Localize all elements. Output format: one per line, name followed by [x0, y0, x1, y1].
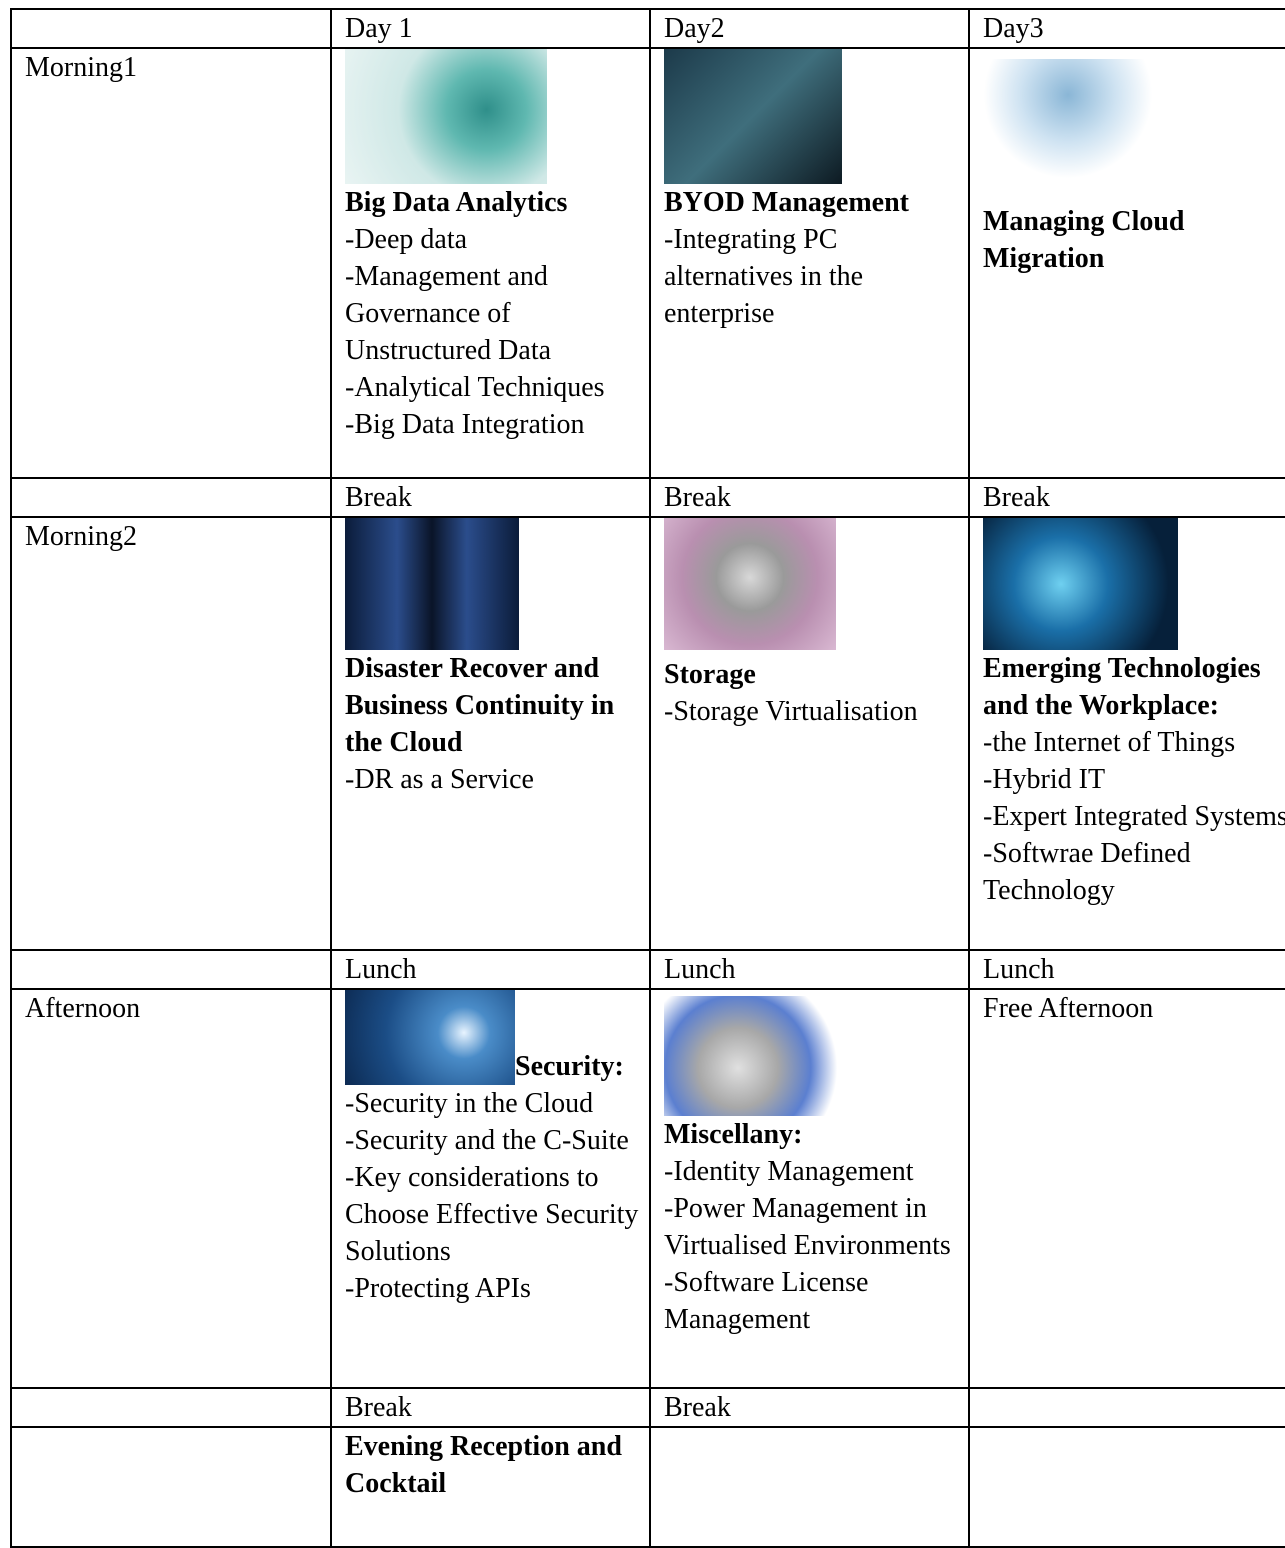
item: -Management and Governance of Unstructur… [345, 261, 552, 366]
item: -Hybrid IT [983, 764, 1106, 795]
item: -Deep data [345, 224, 468, 255]
cell: BYOD Management -Integrating PC alternat… [649, 47, 970, 479]
item: -Security and the C-Suite [345, 1125, 629, 1156]
cell: Break [330, 477, 651, 518]
day-header: Day3 [968, 8, 1285, 49]
row: Afternoon Security: -Security in the Clo… [10, 988, 1285, 1389]
page: Day 1 Day2 Day3 Morning1 Big Data Analyt… [10, 8, 1285, 1548]
item: -Softwrae Defined Technology [983, 838, 1191, 906]
item: -Analytical Techniques [345, 372, 605, 403]
empty-cell [968, 1426, 1285, 1548]
row: Evening Reception and Cocktail [10, 1426, 1285, 1548]
cell: Miscellany: -Identity Management -Power … [649, 988, 970, 1389]
row: Lunch Lunch Lunch [10, 949, 1285, 990]
cell: Lunch [649, 949, 970, 990]
session-title: Managing Cloud Migration [983, 206, 1185, 274]
row-label: Afternoon [10, 988, 332, 1389]
cell: Storage -Storage Virtualisation [649, 516, 970, 951]
empty-cell [968, 1387, 1285, 1428]
item: -Security in the Cloud [345, 1088, 594, 1119]
row: Morning1 Big Data Analytics -Deep data -… [10, 47, 1285, 479]
row: Break Break Break [10, 477, 1285, 518]
row: Morning2 Disaster Recover and Business C… [10, 516, 1285, 951]
empty-cell [10, 949, 332, 990]
item: -Software License Management [664, 1267, 869, 1335]
item: -Expert Integrated Systems [983, 801, 1285, 832]
session-title: Evening Reception and Cocktail [330, 1426, 651, 1548]
item: -Key considerations to Choose Effective … [345, 1162, 639, 1267]
session-title: Big Data Analytics [345, 187, 568, 218]
item: -Integrating PC alternatives in the ente… [664, 224, 864, 329]
schedule-table: Day 1 Day2 Day3 Morning1 Big Data Analyt… [10, 8, 1285, 1548]
item: -Storage Virtualisation [664, 696, 918, 727]
empty-cell [10, 1426, 332, 1548]
item: -Big Data Integration [345, 409, 585, 440]
image [345, 991, 515, 1085]
day-header: Day2 [649, 8, 970, 49]
session-title: Miscellany: [664, 1119, 803, 1150]
image [664, 519, 836, 650]
image [664, 50, 842, 184]
cell: Security: -Security in the Cloud -Securi… [330, 988, 651, 1389]
row: Break Break [10, 1387, 1285, 1428]
image [345, 50, 547, 184]
item: -Identity Management [664, 1156, 914, 1187]
item: -Protecting APIs [345, 1273, 531, 1304]
cell: Break [968, 477, 1285, 518]
cell: Break [649, 1387, 970, 1428]
cell: Emerging Technologies and the Workplace:… [968, 516, 1285, 951]
session-title: Security: [515, 1051, 624, 1082]
session-title: Disaster Recover and Business Continuity… [345, 653, 615, 758]
day-header: Day 1 [330, 8, 651, 49]
image [664, 996, 849, 1116]
empty-cell [649, 1426, 970, 1548]
cell: Big Data Analytics -Deep data -Managemen… [330, 47, 651, 479]
corner-cell [10, 8, 332, 49]
cell: Lunch [968, 949, 1285, 990]
session-title: Storage [664, 659, 756, 690]
cell: Break [330, 1387, 651, 1428]
image [345, 519, 519, 650]
image [983, 519, 1178, 650]
row-label: Morning2 [10, 516, 332, 951]
header-row: Day 1 Day2 Day3 [10, 8, 1285, 49]
cell: Break [649, 477, 970, 518]
empty-cell [10, 1387, 332, 1428]
row-label: Morning1 [10, 47, 332, 479]
empty-cell [10, 477, 332, 518]
cell: Managing Cloud Migration [968, 47, 1285, 479]
cell: Lunch [330, 949, 651, 990]
cell: Free Afternoon [968, 988, 1285, 1389]
item: -Power Management in Virtualised Environ… [664, 1193, 951, 1261]
cell: Disaster Recover and Business Continuity… [330, 516, 651, 951]
item: -the Internet of Things [983, 727, 1236, 758]
image [983, 59, 1153, 179]
session-title: BYOD Management [664, 187, 909, 218]
session-title: Emerging Technologies and the Workplace: [983, 653, 1261, 721]
item: -DR as a Service [345, 764, 534, 795]
